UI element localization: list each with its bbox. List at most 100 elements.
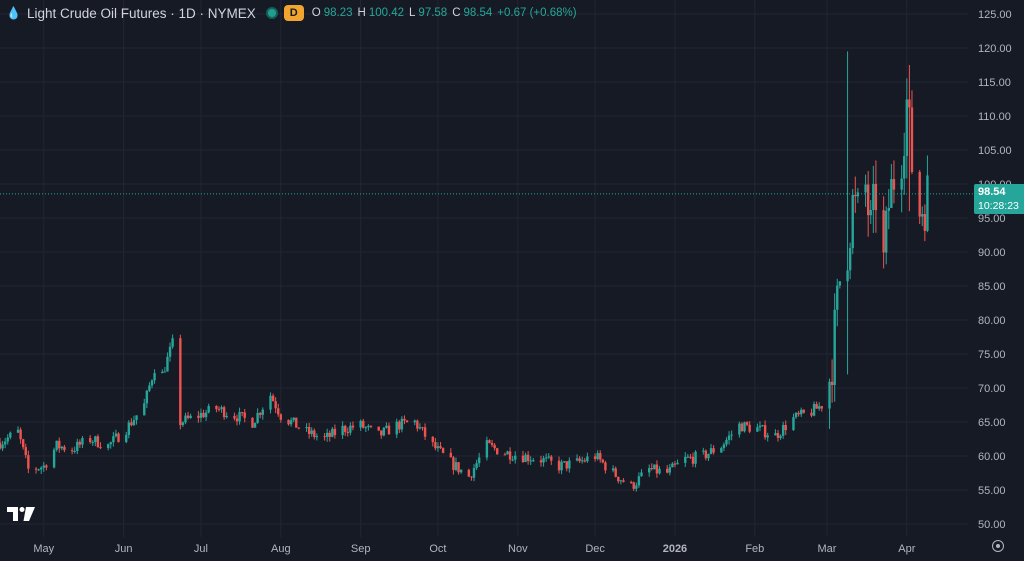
candle[interactable] [838,281,842,289]
candle[interactable] [81,436,84,449]
candle[interactable] [910,90,914,175]
candle[interactable] [161,369,164,374]
candle[interactable] [168,342,172,362]
candle[interactable] [490,439,494,448]
market-status-icon[interactable] [265,7,278,19]
candle[interactable] [514,451,517,464]
candle[interactable] [709,444,713,455]
candle[interactable] [179,334,182,430]
candle[interactable] [557,456,561,474]
candle[interactable] [820,405,824,412]
candle[interactable] [650,463,653,471]
candle[interactable] [640,469,643,477]
candle[interactable] [748,421,751,434]
candle[interactable] [686,453,690,458]
candle[interactable] [477,452,481,467]
candle[interactable] [635,482,638,492]
candle[interactable] [364,426,368,433]
candle[interactable] [830,359,834,403]
candle[interactable] [921,206,924,227]
candle[interactable] [812,401,816,417]
candle[interactable] [400,416,404,433]
candle[interactable] [758,421,762,432]
candle[interactable] [135,415,138,425]
candle[interactable] [380,430,383,439]
candle[interactable] [148,382,151,393]
candle[interactable] [204,409,208,421]
candle[interactable] [369,425,373,429]
candle[interactable] [887,189,890,230]
candle[interactable] [848,242,852,280]
candle[interactable] [720,446,723,453]
candle[interactable] [431,436,434,447]
candle[interactable] [565,461,568,472]
candle[interactable] [3,437,7,449]
candle[interactable] [836,278,839,327]
candle[interactable] [287,419,290,426]
candle[interactable] [722,442,726,452]
candle[interactable] [856,187,860,204]
candle[interactable] [27,450,30,474]
candle[interactable] [923,204,927,242]
candle[interactable] [37,468,40,471]
candle[interactable] [470,476,473,481]
candle[interactable] [40,466,43,474]
candle[interactable] [689,453,692,459]
candle[interactable] [349,422,352,436]
candle[interactable] [251,417,254,429]
candle[interactable] [88,435,92,444]
candle[interactable] [629,480,633,484]
candle[interactable] [434,438,437,451]
candle[interactable] [738,421,741,438]
candle[interactable] [436,442,440,452]
candle[interactable] [619,479,623,485]
candle[interactable] [21,438,25,450]
candle[interactable] [307,422,311,439]
candle[interactable] [694,450,697,468]
candle[interactable] [341,421,344,439]
candle[interactable] [55,440,58,452]
candle[interactable] [125,431,128,444]
candle[interactable] [76,438,79,455]
candle[interactable] [78,439,82,449]
candle[interactable] [766,432,769,442]
candle[interactable] [684,452,687,468]
candle[interactable] [550,454,553,465]
candle[interactable] [215,405,218,413]
candle[interactable] [611,465,615,473]
candle[interactable] [547,453,550,459]
candle[interactable] [346,427,349,437]
candle[interactable] [240,411,244,417]
candle[interactable] [132,415,136,426]
candle[interactable] [658,466,661,475]
candle[interactable] [34,467,38,474]
candle[interactable] [117,432,120,443]
candle[interactable] [730,430,733,441]
candle[interactable] [418,423,422,430]
candle[interactable] [673,461,677,468]
candle[interactable] [503,452,507,456]
candle[interactable] [395,418,398,439]
candle[interactable] [150,379,154,389]
candle[interactable] [238,407,241,425]
candle[interactable] [423,423,427,440]
candle[interactable] [181,421,185,428]
candle[interactable] [866,171,870,237]
candle[interactable] [632,481,635,491]
candle[interactable] [485,436,489,461]
candle[interactable] [472,464,476,482]
candle[interactable] [274,397,277,414]
candle[interactable] [454,457,458,472]
symbol-title[interactable]: Light Crude Oil Futures · 1D · NYMEX [26,5,256,21]
candle[interactable] [186,411,190,420]
candle[interactable] [60,445,64,451]
candle[interactable] [539,455,543,467]
candle[interactable] [668,463,672,476]
candle[interactable] [725,437,728,447]
candle[interactable] [763,420,767,440]
candle[interactable] [890,164,893,209]
candle[interactable] [377,426,380,432]
candle[interactable] [599,450,602,463]
candle[interactable] [756,423,759,432]
